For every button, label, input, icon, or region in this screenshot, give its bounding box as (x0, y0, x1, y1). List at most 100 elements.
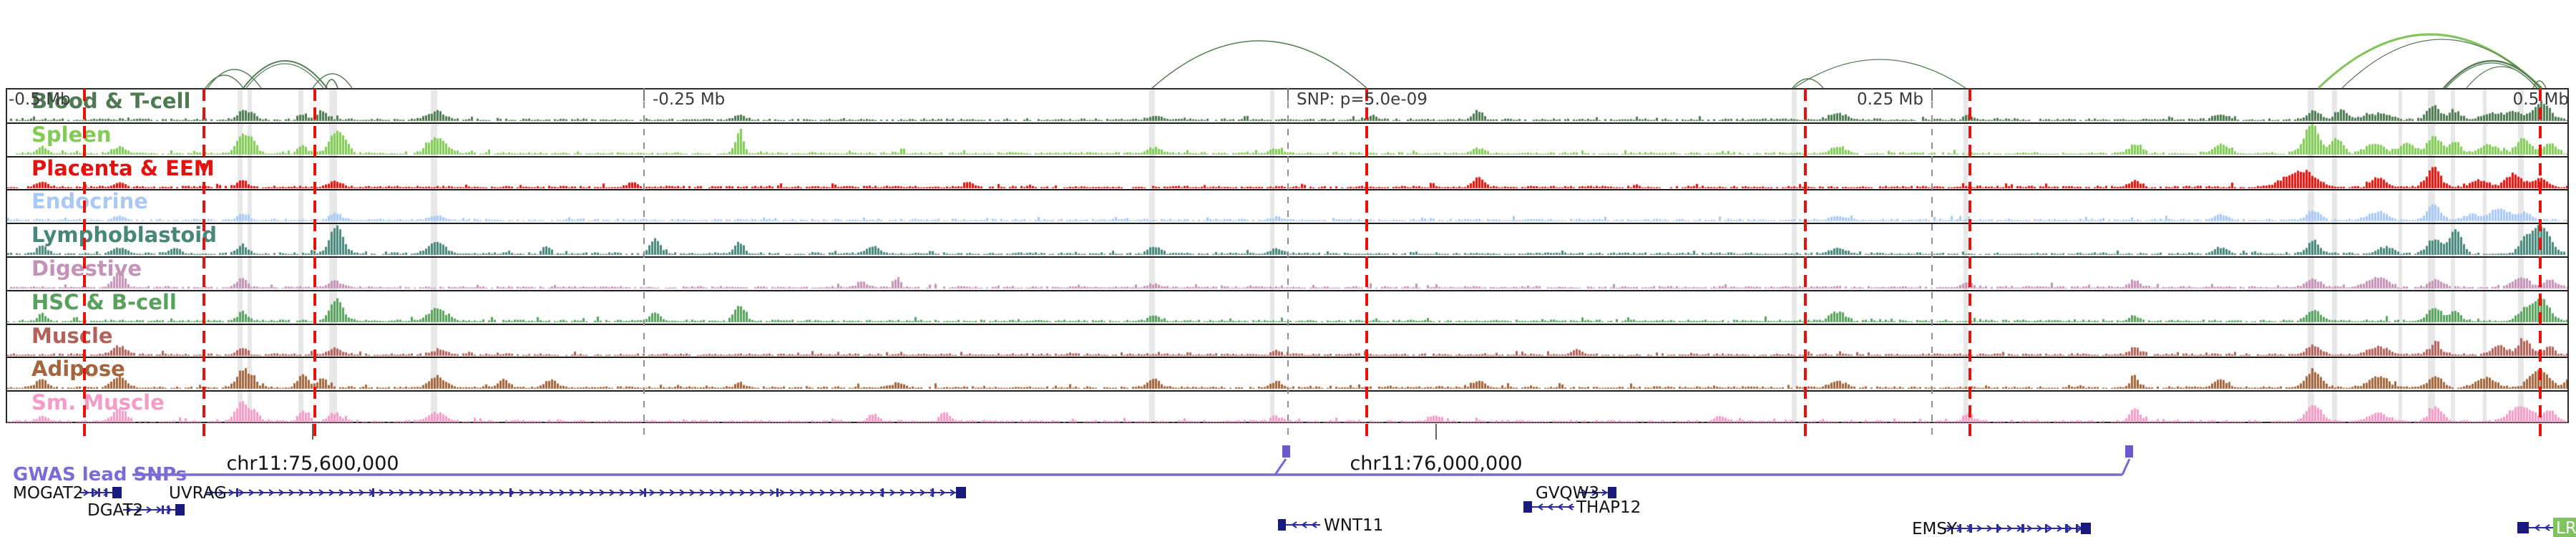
strand-arrow-icon (919, 489, 926, 496)
strand-arrow-icon (389, 489, 395, 496)
chromatin-interaction-arc (2445, 62, 2538, 89)
mb-axis-label: -0.5 Mb (9, 90, 71, 109)
strand-arrow-icon (579, 489, 585, 496)
strand-arrow-icon (789, 489, 796, 496)
strand-arrow-icon (1301, 521, 1307, 528)
gene-label-dgat2: DGAT2 (87, 501, 143, 520)
strand-arrow-icon (1567, 503, 1574, 511)
strand-arrow-icon (1976, 525, 1983, 532)
strand-arrow-icon (248, 489, 255, 496)
strand-arrow-icon (459, 489, 465, 496)
strand-arrow-icon (950, 489, 956, 496)
strand-arrow-icon (529, 489, 535, 496)
strand-arrow-icon (889, 489, 896, 496)
strand-arrow-icon (2006, 525, 2013, 532)
exon-tick (509, 488, 512, 497)
mb-axis-label: -0.25 Mb (653, 90, 726, 109)
chromatin-interaction-arc (1793, 59, 1966, 89)
strand-arrow-icon (1291, 521, 1297, 528)
strand-arrow-icon (2534, 524, 2540, 531)
strand-arrow-icon (739, 489, 746, 496)
strand-arrow-icon (278, 489, 285, 496)
strand-arrow-icon (539, 489, 545, 496)
strand-arrow-icon (749, 489, 756, 496)
gwas-lead-snps-label: GWAS lead SNPs (13, 464, 187, 485)
strand-arrow-icon (699, 489, 706, 496)
chromosome-coordinate-label: chr11:76,000,000 (1350, 453, 1523, 475)
gene-end-exon-box (112, 487, 122, 498)
snp-red-dashed-line (313, 89, 316, 441)
strand-arrow-icon (669, 489, 675, 496)
strand-arrow-icon (429, 489, 435, 496)
strand-arrow-icon (126, 506, 132, 513)
track-label-hsc-b-cell: HSC & B-cell (31, 289, 177, 314)
strand-arrow-icon (298, 489, 305, 496)
exon-tick (236, 488, 238, 497)
chromatin-interaction-arc (1151, 40, 1367, 89)
chromatin-interaction-arc (2532, 80, 2547, 89)
gene-label-mogat2: MOGAT2 (13, 484, 83, 503)
strand-arrow-icon (649, 489, 655, 496)
snp-red-dashed-line (83, 89, 86, 441)
chromatin-interaction-arc (2341, 39, 2542, 89)
gene-end-exon-box (956, 487, 966, 498)
mb-axis-label: 0.5 Mb (2512, 90, 2569, 109)
strand-arrow-icon (2026, 525, 2033, 532)
strand-arrow-icon (679, 489, 686, 496)
gene-label-gvqw3: GVQW3 (1536, 484, 1599, 503)
exon-tick (162, 505, 164, 514)
strand-arrow-icon (218, 489, 225, 496)
strand-arrow-icon (589, 489, 595, 496)
gene-end-exon-box (2081, 523, 2091, 534)
strand-arrow-icon (419, 489, 425, 496)
chromatin-interaction-arc (205, 74, 244, 89)
chromatin-interaction-arc (245, 63, 324, 89)
strand-arrow-icon (609, 489, 615, 496)
chromatin-interaction-arc (2466, 66, 2537, 89)
chromatin-interaction-arc (1792, 78, 1824, 89)
exon-tick (882, 488, 884, 497)
gene-end-exon-box (1278, 519, 1286, 531)
strand-arrow-icon (499, 489, 505, 496)
gene-label-uvrag: UVRAG (169, 484, 227, 503)
strand-arrow-icon (719, 489, 726, 496)
strand-arrow-icon (569, 489, 575, 496)
snp-red-dashed-line (203, 89, 205, 441)
strand-arrow-icon (1591, 489, 1598, 496)
strand-arrow-icon (469, 489, 475, 496)
strand-arrow-icon (238, 489, 245, 496)
strand-arrow-icon (940, 489, 946, 496)
strand-arrow-icon (909, 489, 916, 496)
strand-arrow-icon (809, 489, 816, 496)
strand-arrow-icon (348, 489, 355, 496)
strand-arrow-icon (258, 489, 265, 496)
strand-arrow-icon (2544, 524, 2550, 531)
track-label-sm-muscle: Sm. Muscle (31, 390, 165, 415)
strand-arrow-icon (2057, 525, 2063, 532)
lead-snp-marker (1282, 445, 1290, 458)
mb-gridline (1287, 88, 1289, 439)
exon-tick (1996, 524, 1999, 533)
strand-arrow-icon (1557, 503, 1563, 511)
snp-red-dashed-line (2539, 89, 2542, 441)
exon-tick (2021, 524, 2024, 533)
mb-gridline-tick (1287, 88, 1289, 101)
strand-arrow-icon (1547, 503, 1553, 511)
strand-arrow-icon (819, 489, 826, 496)
gene-label-thap12: THAP12 (1576, 498, 1641, 517)
strand-arrow-icon (479, 489, 485, 496)
chromosome-coordinate-label: chr11:75,600,000 (226, 453, 399, 475)
chromatin-interaction-arc (2443, 59, 2541, 89)
strand-arrow-icon (849, 489, 856, 496)
exon-tick (2045, 524, 2047, 533)
strand-arrow-icon (208, 489, 215, 496)
lead-snp-marker (2125, 445, 2133, 458)
exon-tick (776, 488, 779, 497)
track-label-digestive: Digestive (31, 256, 142, 281)
mb-gridline-tick (1931, 88, 1933, 101)
chromatin-interaction-arc (207, 69, 262, 89)
strand-arrow-icon (318, 489, 325, 496)
strand-arrow-icon (709, 489, 716, 496)
snp-red-dashed-line (1804, 89, 1807, 441)
